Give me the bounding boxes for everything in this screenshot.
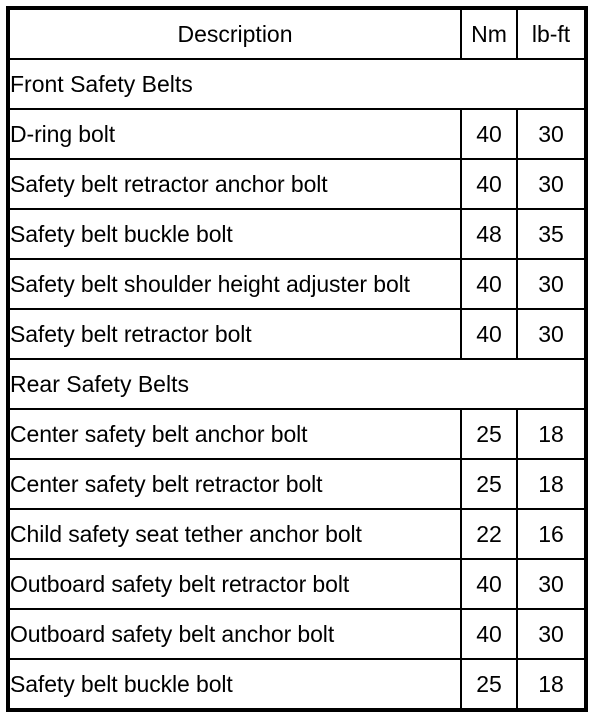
cell-torque-nm: 40 xyxy=(460,258,518,310)
cell-description: Child safety seat tether anchor bolt xyxy=(7,508,462,560)
table-head: Description Nm lb-ft xyxy=(7,7,587,60)
table-body: Front Safety Belts D-ring bolt 40 30 Safety … xyxy=(7,58,587,711)
cell-description: Outboard safety belt retractor bolt xyxy=(7,558,462,610)
cell-torque-lbft: 18 xyxy=(516,408,587,460)
cell-torque-nm: 48 xyxy=(460,208,518,260)
page-root: Description Nm lb-ft Front Safety Belts D… xyxy=(6,6,588,712)
section-header-label: Rear Safety Belts xyxy=(7,358,587,410)
cell-torque-lbft: 30 xyxy=(516,608,587,660)
cell-description: Safety belt retractor bolt xyxy=(7,308,462,360)
column-header-lbft: lb-ft xyxy=(516,7,587,60)
cell-description: Center safety belt anchor bolt xyxy=(7,408,462,460)
cell-torque-lbft: 16 xyxy=(516,508,587,560)
cell-description: Center safety belt retractor bolt xyxy=(7,458,462,510)
cell-torque-nm: 40 xyxy=(460,308,518,360)
cell-torque-lbft: 30 xyxy=(516,108,587,160)
section-header-row: Front Safety Belts xyxy=(7,58,587,110)
cell-description: Safety belt retractor anchor bolt xyxy=(7,158,462,210)
cell-torque-nm: 25 xyxy=(460,408,518,460)
cell-torque-nm: 22 xyxy=(460,508,518,560)
cell-torque-lbft: 30 xyxy=(516,158,587,210)
cell-torque-nm: 40 xyxy=(460,108,518,160)
table-row: Outboard safety belt retractor bolt 40 30 xyxy=(7,558,587,610)
cell-torque-lbft: 30 xyxy=(516,558,587,610)
cell-description: Safety belt buckle bolt xyxy=(7,658,462,711)
table-row: Outboard safety belt anchor bolt 40 30 xyxy=(7,608,587,660)
cell-torque-nm: 40 xyxy=(460,558,518,610)
column-header-description: Description xyxy=(7,7,462,60)
cell-torque-lbft: 30 xyxy=(516,258,587,310)
cell-torque-nm: 25 xyxy=(460,458,518,510)
cell-torque-lbft: 18 xyxy=(516,458,587,510)
cell-torque-nm: 40 xyxy=(460,158,518,210)
cell-torque-lbft: 35 xyxy=(516,208,587,260)
table-row: Safety belt shoulder height adjuster bol… xyxy=(7,258,587,310)
column-header-nm: Nm xyxy=(460,7,518,60)
cell-torque-nm: 40 xyxy=(460,608,518,660)
table-header-row: Description Nm lb-ft xyxy=(7,7,587,60)
table-row: Safety belt retractor anchor bolt 40 30 xyxy=(7,158,587,210)
cell-description: D-ring bolt xyxy=(7,108,462,160)
cell-torque-nm: 25 xyxy=(460,658,518,711)
cell-torque-lbft: 18 xyxy=(516,658,587,711)
torque-specification-table: Description Nm lb-ft Front Safety Belts D… xyxy=(6,6,588,712)
section-header-label: Front Safety Belts xyxy=(7,58,587,110)
cell-description: Safety belt buckle bolt xyxy=(7,208,462,260)
table-row: Center safety belt retractor bolt 25 18 xyxy=(7,458,587,510)
table-row: Center safety belt anchor bolt 25 18 xyxy=(7,408,587,460)
cell-description: Safety belt shoulder height adjuster bol… xyxy=(7,258,462,310)
table-row: Child safety seat tether anchor bolt 22 16 xyxy=(7,508,587,560)
cell-torque-lbft: 30 xyxy=(516,308,587,360)
table-row: Safety belt buckle bolt 25 18 xyxy=(7,658,587,711)
section-header-row: Rear Safety Belts xyxy=(7,358,587,410)
table-row: D-ring bolt 40 30 xyxy=(7,108,587,160)
cell-description: Outboard safety belt anchor bolt xyxy=(7,608,462,660)
table-row: Safety belt retractor bolt 40 30 xyxy=(7,308,587,360)
table-row: Safety belt buckle bolt 48 35 xyxy=(7,208,587,260)
